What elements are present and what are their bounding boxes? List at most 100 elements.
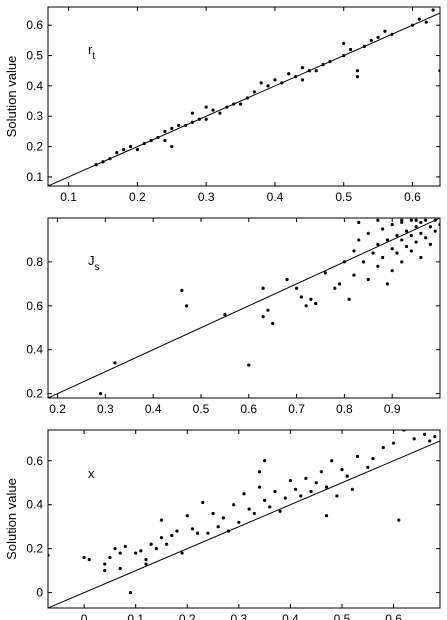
x-tick-label: 0.8 — [336, 402, 353, 416]
y-tick-label: 0.3 — [26, 109, 43, 123]
data-point — [288, 478, 293, 483]
data-point — [400, 220, 404, 224]
data-point — [422, 432, 427, 436]
data-point — [134, 551, 138, 555]
data-point — [259, 81, 263, 85]
data-point — [424, 218, 428, 222]
data-point — [385, 238, 390, 242]
data-point — [342, 53, 346, 58]
data-point — [321, 63, 325, 67]
data-point — [294, 286, 299, 290]
data-point — [285, 277, 289, 282]
data-point — [273, 489, 277, 494]
data-point — [438, 222, 440, 227]
data-point — [324, 514, 329, 518]
data-point — [273, 78, 277, 82]
x-tick-label: 0.1 — [127, 612, 144, 620]
data-point — [352, 273, 356, 277]
x-tick-label: 0.9 — [384, 402, 401, 416]
y-tick-label: 0.1 — [26, 170, 43, 184]
data-point — [376, 264, 380, 268]
data-point — [82, 555, 86, 560]
data-point — [48, 396, 50, 398]
data-point — [185, 514, 189, 518]
data-point — [232, 102, 236, 106]
data-point — [328, 60, 332, 64]
data-point — [395, 233, 399, 238]
data-point — [170, 126, 174, 130]
x-tick-label: 0.6 — [385, 612, 402, 620]
data-point — [165, 542, 169, 546]
data-point — [170, 144, 174, 149]
data-point — [257, 470, 262, 474]
data-point — [347, 297, 351, 301]
data-point — [352, 249, 356, 253]
data-point — [342, 41, 346, 46]
data-point — [263, 459, 267, 463]
data-point — [257, 485, 262, 489]
data-point — [362, 44, 366, 49]
data-point — [395, 251, 399, 255]
data-point — [304, 476, 308, 480]
data-point — [154, 547, 158, 551]
y-axis-label: Solution value — [4, 56, 19, 138]
data-point — [414, 225, 418, 229]
data-point — [204, 117, 208, 121]
panel-label: rt — [88, 42, 95, 62]
data-point — [225, 105, 229, 109]
data-point — [103, 569, 107, 573]
data-point — [280, 81, 284, 85]
data-point — [245, 96, 250, 100]
data-point — [122, 147, 126, 152]
x-tick-label: 0.5 — [334, 612, 351, 620]
data-point — [206, 531, 210, 535]
x-tick-label: 0.4 — [282, 612, 299, 620]
x-tick-label: 0.5 — [193, 402, 210, 416]
panel-label: Js — [88, 253, 100, 273]
data-points — [48, 218, 440, 398]
y-tick-label: 0 — [36, 586, 43, 600]
data-point — [299, 494, 303, 498]
data-point — [190, 120, 195, 124]
data-point — [330, 459, 334, 463]
data-point — [266, 84, 270, 88]
data-point — [381, 227, 385, 231]
plot-frame — [47, 217, 441, 399]
x-tick-label: 0 — [81, 612, 88, 620]
data-point — [197, 117, 201, 121]
data-point — [226, 529, 231, 533]
data-point — [438, 69, 440, 73]
x-tick-label: 0.2 — [179, 612, 196, 620]
data-point — [335, 494, 339, 498]
data-point — [381, 445, 385, 450]
y-axis-label: Solution value — [4, 478, 19, 560]
reference-line — [48, 218, 440, 398]
data-point — [390, 269, 394, 273]
data-point — [216, 525, 220, 529]
data-point — [247, 507, 251, 511]
data-point — [299, 295, 303, 299]
y-tick-label: 0.6 — [26, 18, 43, 32]
y-tick-label: 0.2 — [26, 387, 43, 401]
data-point — [266, 308, 270, 312]
data-point — [278, 509, 282, 513]
data-point — [361, 260, 366, 264]
data-point — [247, 363, 251, 367]
data-point — [252, 90, 256, 94]
data-point — [319, 470, 323, 474]
panel-js: 0.2 0.3 0.4 0.5 0.6 0.7 0.8 0.9 0.2 0.4 0.6 0.8 Js — [26, 217, 441, 416]
data-point — [300, 78, 305, 82]
data-point — [135, 147, 140, 152]
panel-rt: 0.1 0.2 0.3 0.4 0.5 0.6 0.1 0.2 0.3 0.4 0.5 0.6 rt So… — [4, 6, 441, 204]
data-point — [98, 392, 103, 396]
data-point — [293, 487, 298, 491]
data-point — [431, 8, 435, 12]
data-point — [409, 249, 413, 253]
data-point — [383, 29, 387, 33]
data-point — [342, 260, 346, 264]
data-point — [163, 138, 167, 143]
data-point — [183, 123, 188, 127]
data-point — [409, 218, 413, 222]
data-point — [48, 553, 50, 557]
